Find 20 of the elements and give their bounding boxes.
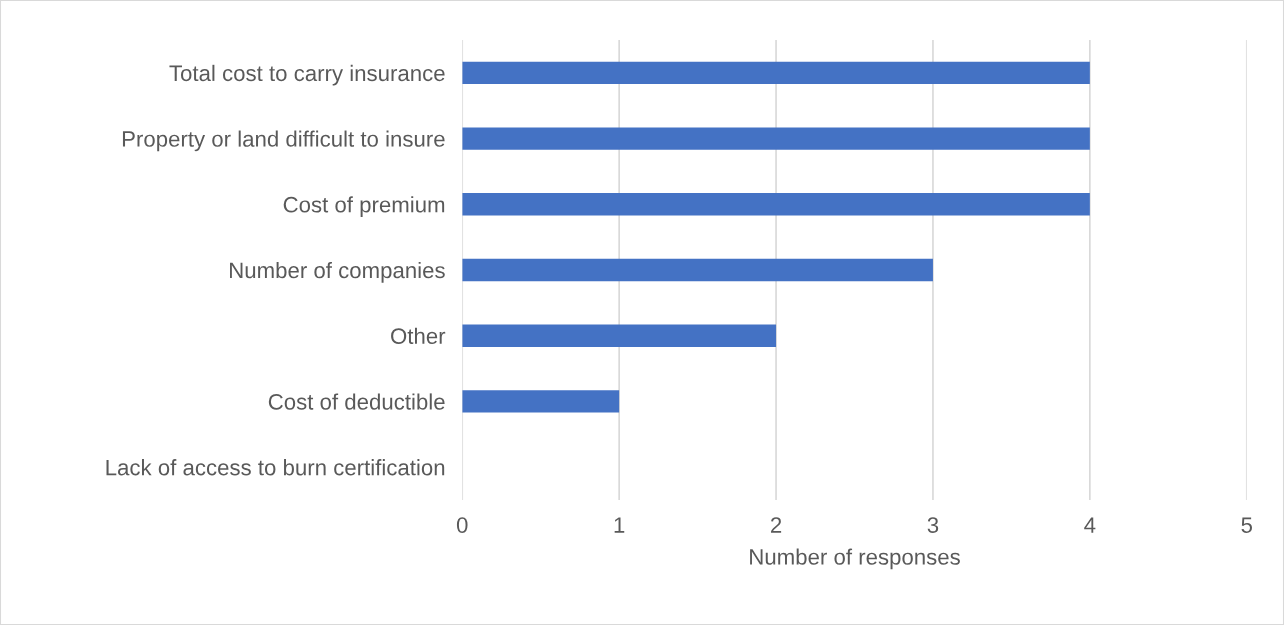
bar [462,193,1090,216]
bar [462,390,620,413]
x-tick-label: 3 [927,517,939,533]
bar [462,61,1090,85]
x-tick-label: 5 [1241,517,1253,533]
bar [462,127,1090,150]
x-axis-title: Number of responses [750,548,960,570]
y-tick-label: Number of companies [230,261,445,283]
y-tick-label: Other [391,327,446,344]
y-tick-label: Cost of deductible [268,393,445,410]
y-tick-label: Total cost to carry insurance [169,64,445,86]
bar [462,258,933,282]
x-tick-label: 1 [614,517,625,533]
x-tick-label: 4 [1084,517,1096,533]
y-tick-label: Property or land difficult to insure [122,130,445,152]
x-tick-label: 0 [456,517,468,533]
y-tick-label: Lack of access to burn certification [106,459,445,476]
y-tick-label: Cost of premium [283,196,445,217]
x-tick-label: 2 [770,517,782,533]
bar [462,324,777,347]
